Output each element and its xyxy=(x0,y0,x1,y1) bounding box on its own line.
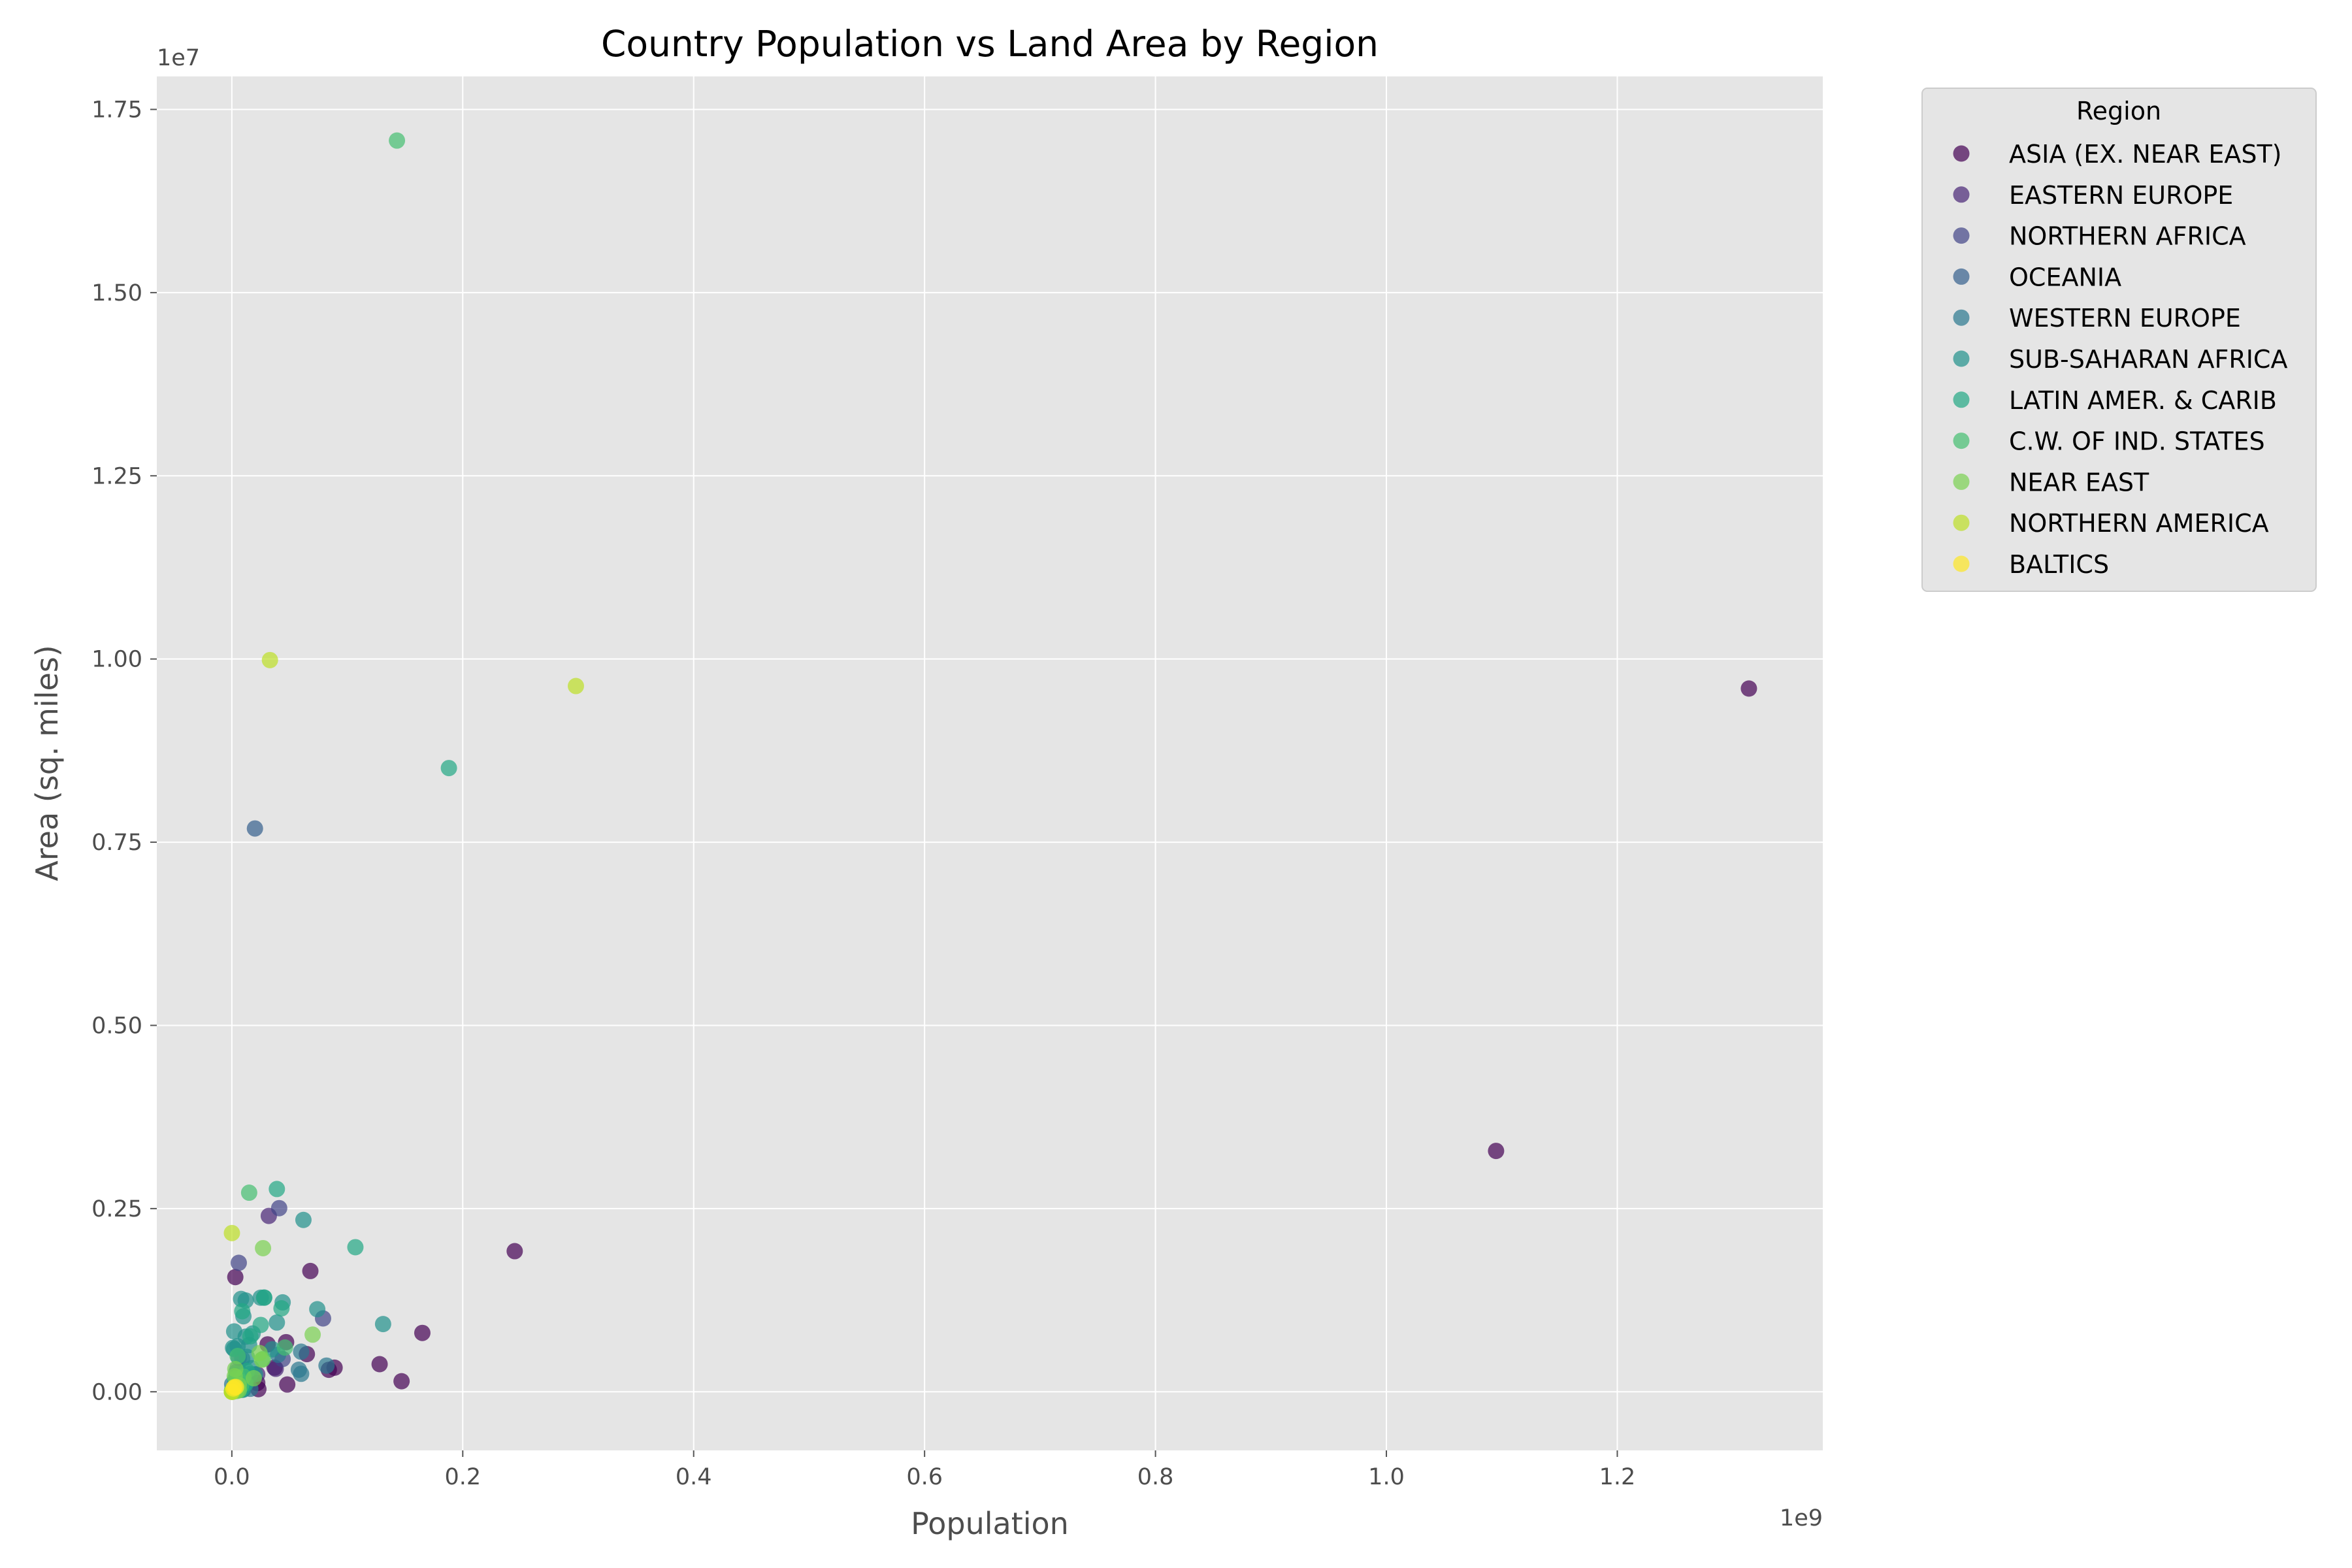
data-point xyxy=(255,1239,272,1256)
data-point xyxy=(302,1262,319,1279)
data-point xyxy=(255,1289,272,1306)
data-point xyxy=(1740,680,1757,697)
legend-marker xyxy=(1953,391,1970,408)
legend-marker xyxy=(1953,514,1970,531)
legend-marker xyxy=(1953,555,1970,572)
data-point xyxy=(318,1357,335,1374)
axis-ticks: 0.0 0.2 0.4 0.6 0.8 1.0 1.2 0.00 0.25 0.50 0.75 1.0… xyxy=(91,97,1635,1490)
data-point xyxy=(251,1345,268,1362)
legend-label: WESTERN EUROPE xyxy=(2009,304,2241,333)
data-point xyxy=(242,1328,259,1345)
grid-lines xyxy=(157,76,1823,1450)
data-point xyxy=(374,1316,391,1333)
data-point xyxy=(389,132,406,149)
data-point xyxy=(225,1380,242,1397)
data-point xyxy=(293,1343,310,1360)
data-point xyxy=(440,760,457,777)
legend-label: LATIN AMER. & CARIB xyxy=(2009,386,2277,415)
x-tick-label: 0.8 xyxy=(1137,1464,1174,1490)
y-tick-label: 1.75 xyxy=(91,97,142,123)
x-tick-label: 0.6 xyxy=(906,1464,943,1490)
legend-label: ASIA (EX. NEAR EAST) xyxy=(2009,140,2282,169)
x-tick-label: 1.0 xyxy=(1368,1464,1405,1490)
data-point xyxy=(371,1356,388,1373)
legend-label: EASTERN EUROPE xyxy=(2009,181,2233,210)
x-tick-label: 0.2 xyxy=(444,1464,481,1490)
legend-box xyxy=(1921,88,2317,592)
data-point xyxy=(273,1300,290,1317)
legend-label: SUB-SAHARAN AFRICA xyxy=(2009,345,2287,374)
y-tick-label: 1.50 xyxy=(91,280,142,306)
data-point xyxy=(309,1301,326,1318)
data-point xyxy=(225,1323,242,1340)
legend-title: Region xyxy=(2076,97,2161,125)
y-tick-label: 0.50 xyxy=(91,1013,142,1039)
legend-marker xyxy=(1953,268,1970,285)
data-point xyxy=(276,1339,293,1356)
data-point xyxy=(261,651,278,668)
data-point xyxy=(269,1314,286,1331)
data-point xyxy=(567,678,584,694)
legend-marker xyxy=(1953,145,1970,162)
data-point xyxy=(270,1200,287,1217)
plot-area xyxy=(157,76,1823,1450)
y-axis-label: Area (sq. miles) xyxy=(29,645,65,881)
x-tick-label: 0.4 xyxy=(676,1464,712,1490)
y-offset-label: 1e7 xyxy=(157,45,200,71)
chart-title: Country Population vs Land Area by Regio… xyxy=(601,23,1379,65)
legend-label: NEAR EAST xyxy=(2009,468,2149,497)
data-point xyxy=(347,1239,364,1256)
data-point xyxy=(229,1348,246,1365)
legend-marker xyxy=(1953,186,1970,203)
x-tick-label: 1.2 xyxy=(1599,1464,1636,1490)
data-point xyxy=(233,1290,250,1307)
data-point xyxy=(295,1211,312,1228)
data-point xyxy=(245,1370,262,1387)
legend: Region ASIA (EX. NEAR EAST) EASTERN EUROP… xyxy=(1921,88,2317,592)
legend-label: BALTICS xyxy=(2009,550,2109,579)
x-offset-label: 1e9 xyxy=(1780,1505,1823,1531)
legend-label: NORTHERN AMERICA xyxy=(2009,509,2269,538)
data-point xyxy=(269,1181,286,1198)
data-point xyxy=(223,1224,240,1241)
y-tick-label: 0.75 xyxy=(91,830,142,856)
data-point xyxy=(230,1254,247,1271)
data-point xyxy=(290,1362,307,1379)
data-point xyxy=(1488,1143,1505,1160)
data-point xyxy=(227,1269,244,1286)
data-point xyxy=(246,820,263,837)
legend-label: OCEANIA xyxy=(2009,263,2121,291)
legend-marker xyxy=(1953,350,1970,367)
y-tick-label: 0.25 xyxy=(91,1196,142,1222)
legend-items: ASIA (EX. NEAR EAST) EASTERN EUROPE NORTHE… xyxy=(1953,140,2287,579)
legend-marker xyxy=(1953,433,1970,449)
data-point xyxy=(252,1316,269,1333)
data-point xyxy=(304,1326,321,1343)
data-point xyxy=(414,1324,431,1341)
data-points xyxy=(223,132,1757,1400)
legend-marker xyxy=(1953,473,1970,490)
legend-label: NORTHERN AFRICA xyxy=(2009,222,2246,251)
x-axis-label: Population xyxy=(911,1506,1069,1541)
y-tick-label: 0.00 xyxy=(91,1379,142,1405)
legend-label: C.W. OF IND. STATES xyxy=(2009,427,2265,456)
y-tick-label: 1.25 xyxy=(91,463,142,489)
x-tick-label: 0.0 xyxy=(214,1464,250,1490)
legend-marker xyxy=(1953,309,1970,326)
legend-marker xyxy=(1953,227,1970,244)
data-point xyxy=(506,1243,523,1260)
data-point xyxy=(279,1376,296,1393)
y-tick-label: 1.00 xyxy=(91,647,142,673)
data-point xyxy=(393,1373,410,1390)
data-point xyxy=(234,1303,251,1320)
data-point xyxy=(240,1184,257,1201)
